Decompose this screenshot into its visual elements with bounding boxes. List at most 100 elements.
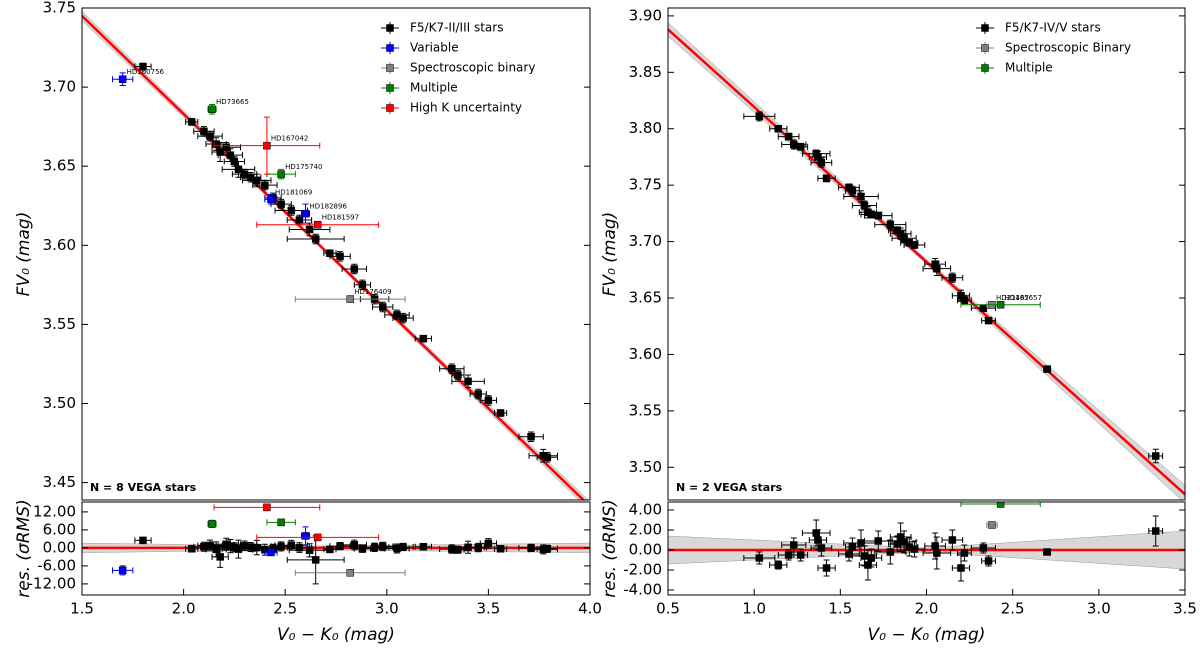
data-point [206,132,214,140]
data-point [118,566,127,575]
y-tick-label: -2.00 [623,561,662,579]
x-tick-label: 2.5 [273,600,297,618]
data-point [1043,365,1051,373]
data-point [287,541,296,549]
x-axis-label: V₀ − K₀ (mag) [868,625,986,645]
y-tick-label: -6.00 [37,556,76,574]
point-label: HD167042 [271,135,308,143]
data-point [474,543,482,552]
data-point [336,252,344,261]
data-point [874,211,882,220]
data-point [774,561,783,569]
data-point [253,543,261,552]
y-axis-label: FV₀ (mag) [600,212,620,297]
y-tick-label: 3.70 [43,78,76,96]
point-label: HD21467 [996,294,1029,302]
plot-frame [667,7,1186,501]
legend-label: Variable [410,41,459,55]
data-point [957,564,965,572]
data-point [358,545,367,553]
data-point [860,201,869,210]
data-point [295,216,304,224]
x-tick-label: 2.0 [915,600,939,618]
legend-label: Spectroscopic Binary [1005,41,1131,55]
data-point [886,548,895,556]
data-point [796,551,805,559]
data-point [784,551,793,559]
data-point [263,141,271,150]
data-point [790,541,798,549]
plot-frame [81,501,591,596]
y-tick-label: 3.85 [629,63,662,81]
data-point [867,210,876,219]
x-tick-label: 3.0 [1087,600,1111,618]
data-point [370,543,379,552]
data-point [139,536,147,545]
x-tick-label: 1.5 [70,600,94,618]
data-point [1043,548,1051,556]
data-point [267,195,275,204]
data-point [822,174,831,183]
data-point [484,396,493,405]
data-point [933,549,941,557]
data-point [253,176,261,185]
y-axis-label: res. (σRMS) [14,499,34,597]
data-point [857,539,865,547]
x-tick-label: 2.5 [1001,600,1025,618]
y-tick-label: 3.90 [629,6,662,24]
data-point [336,542,344,550]
data-point [1151,527,1160,535]
x-tick-label: 1.5 [828,600,852,618]
data-point [900,538,908,546]
data-point [313,220,322,229]
data-point [474,390,482,398]
data-point [311,556,320,564]
data-point [984,316,993,325]
legend-marker [386,44,394,52]
data-point [350,265,359,273]
y-axis-label: FV₀ (mag) [14,212,34,297]
data-point [484,539,493,548]
data-point [346,569,354,577]
y-tick-label: 2.00 [629,521,662,539]
data-point [988,521,996,529]
data-point [216,553,224,561]
data-point [118,75,127,83]
data-point [774,124,783,133]
data-point [346,295,354,303]
data-point [543,453,552,462]
y-tick-label: 3.50 [43,394,76,412]
data-point [208,105,216,113]
plot-area [82,503,590,585]
legend-marker [981,24,989,32]
y-tick-label: 0.00 [629,541,662,559]
data-point [399,314,407,322]
data-point [900,234,908,242]
y-tick-label: 3.60 [43,236,76,254]
point-label: HD175740 [285,163,322,171]
point-label: HD181069 [275,188,312,196]
x-tick-label: 0.5 [656,600,680,618]
data-point [301,532,310,540]
x-tick-label: 3.0 [375,600,399,618]
data-point [212,545,220,554]
data-point [419,542,428,551]
data-point [979,304,988,312]
point-label: HD160756 [127,68,165,76]
data-point [454,371,462,379]
y-tick-label: 3.70 [629,232,662,250]
x-tick-label: 2.0 [172,600,196,618]
y-tick-label: 3.45 [43,473,76,491]
data-point [948,273,957,282]
data-point [755,554,764,562]
point-label: HD182896 [310,203,348,211]
annotation: N = 8 VEGA stars [90,481,197,494]
data-point [378,542,387,551]
y-tick-label: 3.75 [629,176,662,194]
data-point [277,200,285,208]
x-tick-label: 3.5 [1173,600,1197,618]
data-point [755,112,764,121]
data-point [784,132,793,141]
y-tick-label: 6.00 [43,520,76,538]
